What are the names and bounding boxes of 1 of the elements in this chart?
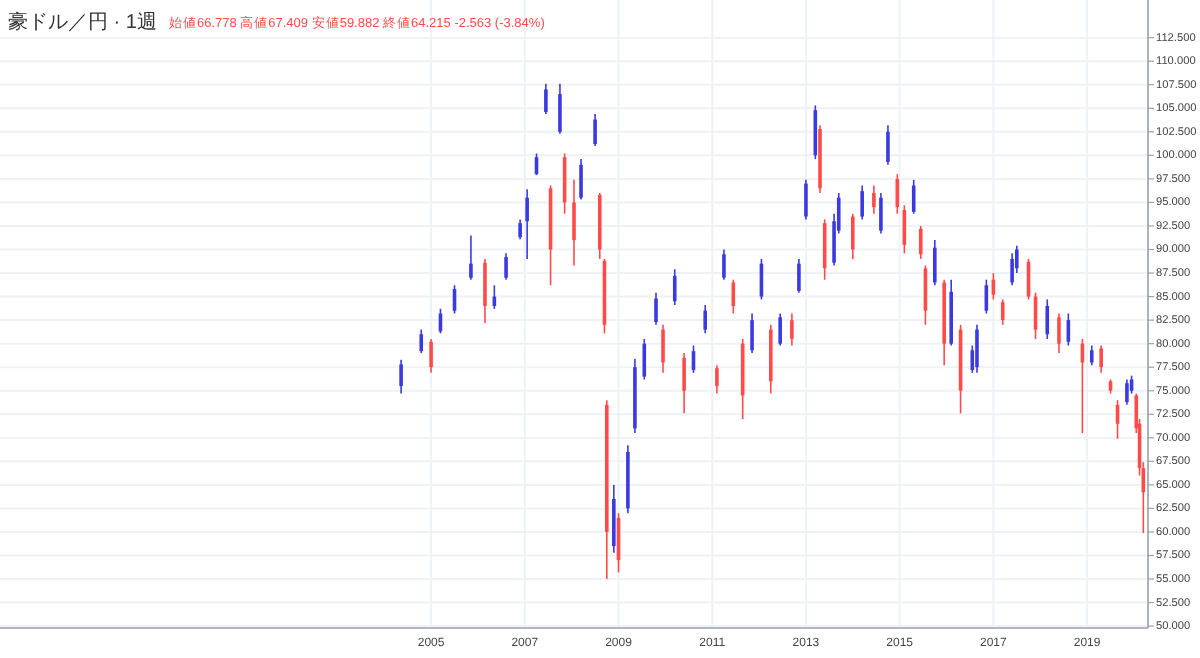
text: 豪ドル／円 · 1週 [8,10,157,34]
